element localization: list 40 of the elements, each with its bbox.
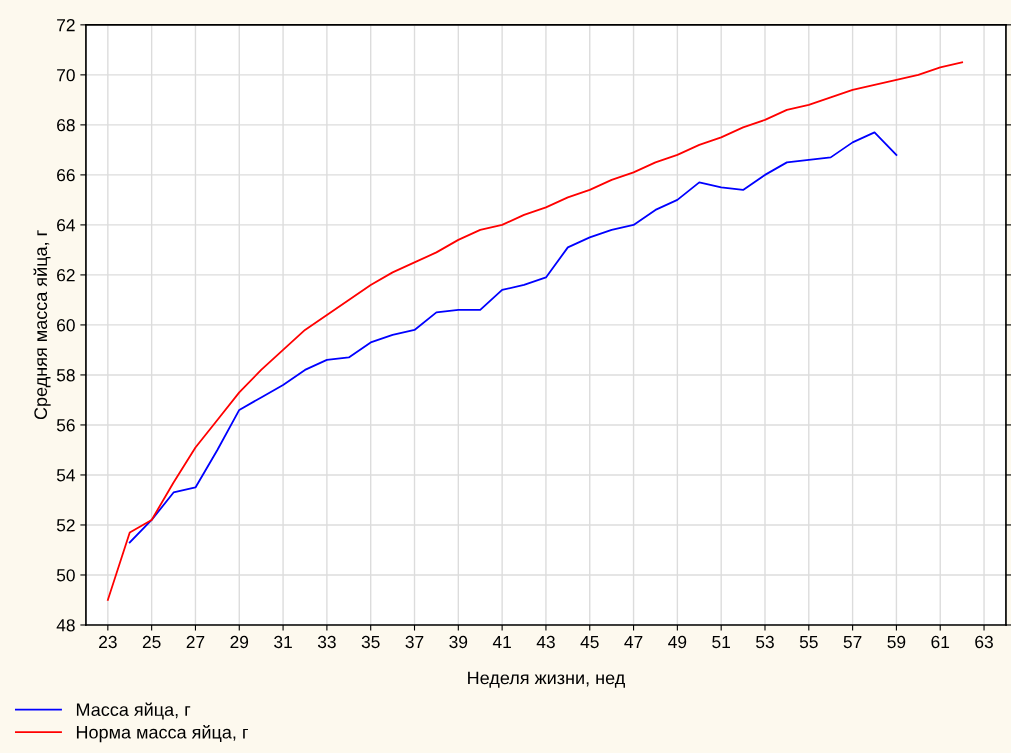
x-tick-label: 63 [975, 635, 993, 649]
y-tick-label: 52 [56, 519, 75, 532]
x-tick-label: 57 [843, 636, 862, 649]
line-series [106, 61, 964, 601]
x-tick-label: 29 [230, 635, 249, 649]
x-tick-label: 53 [756, 635, 774, 649]
y-axis-title: Средняя масса яйца, г [33, 230, 51, 420]
y-tick-label: 56 [56, 419, 75, 432]
x-tick-label: 27 [186, 635, 205, 648]
x-tick-label: 61 [931, 635, 950, 649]
x-tick-label: 43 [536, 635, 555, 649]
x-tick-label: 37 [405, 635, 424, 649]
y-tick-label: 60 [57, 319, 75, 332]
x-tick-label: 41 [492, 636, 511, 648]
x-tick-label: 39 [449, 635, 468, 649]
y-tick-label: 72 [57, 19, 75, 32]
y-tick-label: 54 [56, 469, 76, 482]
legend-label: Норма масса яйца, г [76, 725, 248, 743]
x-tick-label: 45 [580, 636, 599, 649]
y-tick-label: 50 [56, 569, 75, 582]
x-tick-label: 23 [99, 635, 117, 649]
y-tick-label: 62 [57, 269, 75, 282]
x-tick-label: 33 [317, 635, 336, 649]
x-tick-label: 25 [142, 635, 161, 649]
x-tick-label: 51 [712, 636, 730, 649]
x-tick-label: 47 [624, 636, 643, 648]
x-tick-label: 31 [274, 635, 292, 649]
y-tick-label: 70 [57, 69, 75, 82]
line-series [128, 131, 898, 544]
x-tick-label: 59 [887, 635, 906, 649]
y-tick-label: 66 [57, 169, 75, 182]
y-tick-label: 58 [56, 369, 75, 382]
x-tick-label: 35 [361, 635, 380, 649]
legend-label: Масса яйца, г [76, 702, 191, 720]
x-tick-label: 49 [668, 635, 687, 649]
y-tick-label: 48 [56, 619, 75, 632]
x-axis-title: Неделя жизни, нед [468, 671, 625, 688]
y-tick-label: 68 [57, 119, 75, 132]
x-tick-label: 55 [799, 636, 818, 649]
y-tick-label: 64 [57, 219, 76, 232]
